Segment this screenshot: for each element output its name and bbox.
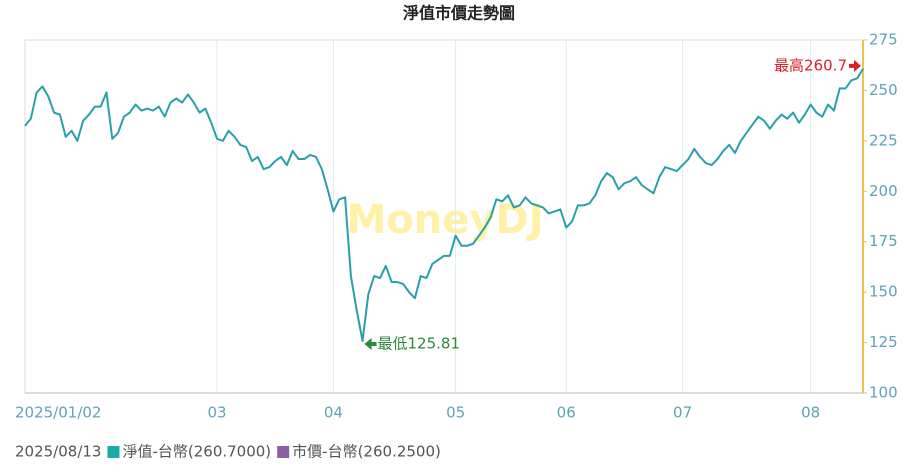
y-tick-label: 175 xyxy=(869,232,898,250)
legend-date: 2025/08/13 xyxy=(15,443,101,461)
y-tick-label: 250 xyxy=(869,81,898,99)
x-tick-label: 08 xyxy=(801,404,820,422)
line-series xyxy=(24,68,864,342)
y-tick-label: 275 xyxy=(869,31,898,49)
max-arrow xyxy=(849,59,861,72)
y-tick-label: 150 xyxy=(869,283,898,301)
chart-title: 淨值市價走勢圖 xyxy=(403,4,515,23)
x-tick-label: 03 xyxy=(207,404,226,422)
legend-label: 淨值-台幣(260.7000) xyxy=(122,443,271,461)
legend-swatch xyxy=(277,446,290,458)
legend-label: 市價-台幣(260.2500) xyxy=(292,443,441,461)
x-tick-label: 2025/01/02 xyxy=(15,404,101,422)
x-tick-label: 07 xyxy=(673,404,692,422)
x-tick-label: 05 xyxy=(446,404,465,422)
x-tick-label: 04 xyxy=(324,404,343,422)
y-tick-label: 225 xyxy=(869,131,898,149)
x-tick-label: 06 xyxy=(557,404,576,422)
y-tick-label: 100 xyxy=(869,384,898,402)
max-annotation: 最高260.7 xyxy=(774,56,847,74)
y-tick-label: 200 xyxy=(869,182,898,200)
watermark: MoneyDJ xyxy=(346,197,543,243)
y-tick-label: 125 xyxy=(869,333,898,351)
min-arrow xyxy=(364,337,377,350)
min-annotation: 最低125.81 xyxy=(378,334,461,352)
legend-swatch xyxy=(107,446,120,458)
